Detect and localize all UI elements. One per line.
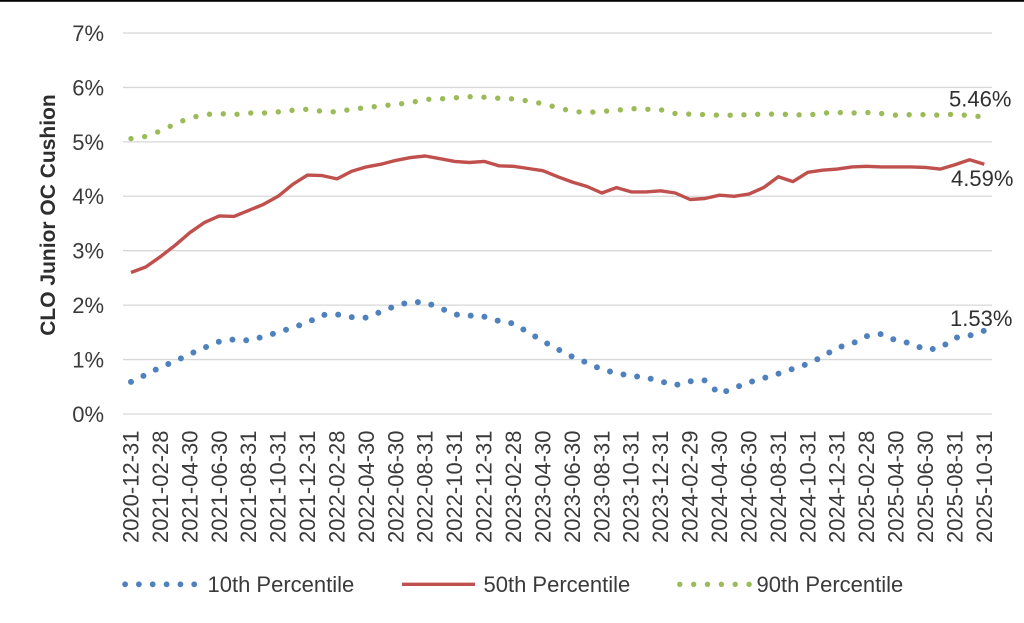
svg-text:2022-04-30: 2022-04-30: [354, 431, 379, 544]
svg-text:2025-06-30: 2025-06-30: [913, 431, 938, 544]
svg-text:5.46%: 5.46%: [949, 87, 1011, 112]
svg-text:2025-10-31: 2025-10-31: [972, 431, 997, 544]
svg-text:2021-12-31: 2021-12-31: [295, 431, 320, 544]
svg-text:1%: 1%: [72, 348, 104, 373]
svg-text:2024-06-30: 2024-06-30: [736, 431, 761, 544]
svg-text:4.59%: 4.59%: [951, 166, 1013, 191]
svg-text:3%: 3%: [72, 239, 104, 264]
svg-text:4%: 4%: [72, 184, 104, 209]
svg-text:2024-10-31: 2024-10-31: [795, 431, 820, 544]
svg-text:10th Percentile: 10th Percentile: [208, 572, 355, 597]
svg-text:2023-04-30: 2023-04-30: [530, 431, 555, 544]
svg-text:2025-04-30: 2025-04-30: [884, 431, 909, 544]
svg-text:5%: 5%: [72, 130, 104, 155]
svg-text:0%: 0%: [72, 402, 104, 427]
svg-text:2023-12-31: 2023-12-31: [648, 431, 673, 544]
svg-text:90th Percentile: 90th Percentile: [757, 572, 904, 597]
svg-text:2023-10-31: 2023-10-31: [619, 431, 644, 544]
svg-text:2022-02-28: 2022-02-28: [325, 431, 350, 544]
svg-text:2025-02-28: 2025-02-28: [854, 431, 879, 544]
svg-text:2023-02-28: 2023-02-28: [501, 431, 526, 544]
svg-text:2023-06-30: 2023-06-30: [560, 431, 585, 544]
svg-text:2021-06-30: 2021-06-30: [207, 431, 232, 544]
svg-text:2025-08-31: 2025-08-31: [942, 431, 967, 544]
svg-text:2021-02-28: 2021-02-28: [148, 431, 173, 544]
svg-text:6%: 6%: [72, 75, 104, 100]
svg-text:2023-08-31: 2023-08-31: [589, 431, 614, 544]
svg-text:2021-10-31: 2021-10-31: [266, 431, 291, 544]
svg-text:2022-06-30: 2022-06-30: [383, 431, 408, 544]
svg-text:CLO Junior OC Cushion: CLO Junior OC Cushion: [37, 94, 60, 336]
svg-text:2021-08-31: 2021-08-31: [236, 431, 261, 544]
svg-text:1.53%: 1.53%: [950, 306, 1012, 331]
svg-text:2021-04-30: 2021-04-30: [177, 431, 202, 544]
svg-text:2024-08-31: 2024-08-31: [766, 431, 791, 544]
svg-text:2020-12-31: 2020-12-31: [119, 431, 144, 544]
svg-text:50th Percentile: 50th Percentile: [484, 572, 631, 597]
svg-text:7%: 7%: [72, 21, 104, 46]
svg-text:2024-02-29: 2024-02-29: [678, 431, 703, 544]
svg-text:2022-12-31: 2022-12-31: [472, 431, 497, 544]
svg-text:2024-12-31: 2024-12-31: [825, 431, 850, 544]
svg-text:2024-04-30: 2024-04-30: [707, 431, 732, 544]
svg-text:2022-10-31: 2022-10-31: [442, 431, 467, 544]
svg-text:2022-08-31: 2022-08-31: [413, 431, 438, 544]
svg-text:2%: 2%: [72, 293, 104, 318]
